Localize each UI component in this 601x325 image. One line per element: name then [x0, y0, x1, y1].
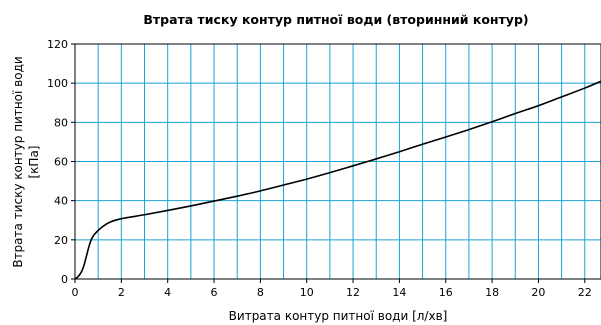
y-tick-label: 40 [54, 195, 68, 208]
x-tick-label: 12 [346, 286, 360, 299]
y-axis-label-line2: [кПа] [27, 146, 41, 179]
x-tick-label: 4 [164, 286, 171, 299]
x-tick-label: 20 [531, 286, 545, 299]
y-tick-label: 120 [47, 38, 68, 51]
y-tick-label: 80 [54, 116, 68, 129]
y-axis-ticks: 0 20 40 60 80 100 120 [47, 38, 75, 286]
x-tick-label: 22 [578, 286, 592, 299]
x-axis-label: Витрата контур питної води [л/хв] [229, 309, 448, 323]
y-tick-label: 20 [54, 234, 68, 247]
x-tick-label: 18 [485, 286, 499, 299]
series-line [74, 80, 601, 280]
x-tick-label: 6 [211, 286, 218, 299]
x-axis-ticks: 0 2 4 6 8 10 12 14 16 18 20 22 [72, 279, 592, 299]
grid [75, 44, 601, 279]
series-layer [74, 80, 601, 280]
x-tick-label: 16 [439, 286, 453, 299]
x-tick-label: 8 [257, 286, 264, 299]
chart-title: Втрата тиску контур питної води (вторинн… [143, 12, 528, 27]
y-tick-label: 0 [61, 273, 68, 286]
x-tick-label: 0 [72, 286, 79, 299]
x-tick-label: 2 [118, 286, 125, 299]
y-axis-label-line1: Втрата тиску контур питної води [11, 56, 25, 267]
y-tick-label: 100 [47, 77, 68, 90]
x-tick-label: 14 [392, 286, 406, 299]
x-tick-label: 10 [300, 286, 314, 299]
y-tick-label: 60 [54, 156, 68, 169]
